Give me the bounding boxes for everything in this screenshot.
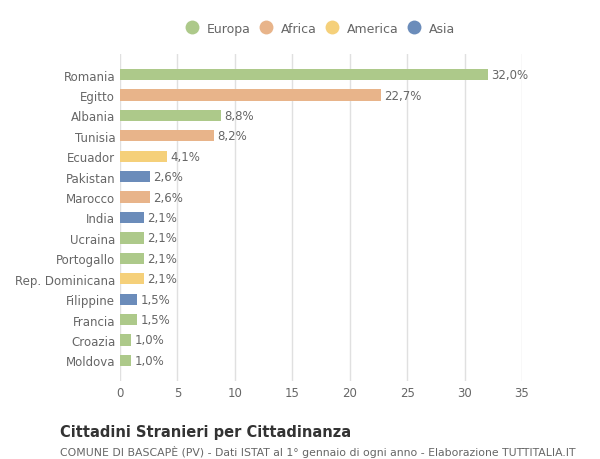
Bar [120, 213, 144, 224]
Bar [120, 90, 381, 101]
Text: COMUNE DI BASCAPÈ (PV) - Dati ISTAT al 1° gennaio di ogni anno - Elaborazione TU: COMUNE DI BASCAPÈ (PV) - Dati ISTAT al 1… [60, 445, 575, 457]
Text: 8,2%: 8,2% [218, 130, 247, 143]
Text: Cittadini Stranieri per Cittadinanza: Cittadini Stranieri per Cittadinanza [60, 425, 351, 440]
Text: 1,0%: 1,0% [135, 354, 164, 367]
Text: 22,7%: 22,7% [384, 90, 422, 102]
Bar [120, 70, 488, 81]
Bar [120, 355, 131, 366]
Bar [120, 151, 167, 162]
Text: 1,5%: 1,5% [140, 313, 170, 326]
Bar [120, 131, 214, 142]
Bar [120, 192, 150, 203]
Text: 2,1%: 2,1% [148, 212, 178, 224]
Text: 2,6%: 2,6% [154, 191, 183, 204]
Text: 8,8%: 8,8% [224, 110, 254, 123]
Bar [120, 253, 144, 264]
Bar [120, 172, 150, 183]
Text: 2,1%: 2,1% [148, 252, 178, 265]
Text: 2,6%: 2,6% [154, 171, 183, 184]
Text: 2,1%: 2,1% [148, 273, 178, 285]
Legend: Europa, Africa, America, Asia: Europa, Africa, America, Asia [184, 19, 458, 39]
Bar [120, 233, 144, 244]
Text: 1,5%: 1,5% [140, 293, 170, 306]
Text: 2,1%: 2,1% [148, 232, 178, 245]
Bar [120, 274, 144, 285]
Text: 4,1%: 4,1% [170, 151, 200, 163]
Bar [120, 335, 131, 346]
Bar [120, 314, 137, 325]
Text: 32,0%: 32,0% [491, 69, 528, 82]
Bar [120, 294, 137, 305]
Text: 1,0%: 1,0% [135, 334, 164, 347]
Bar [120, 111, 221, 122]
